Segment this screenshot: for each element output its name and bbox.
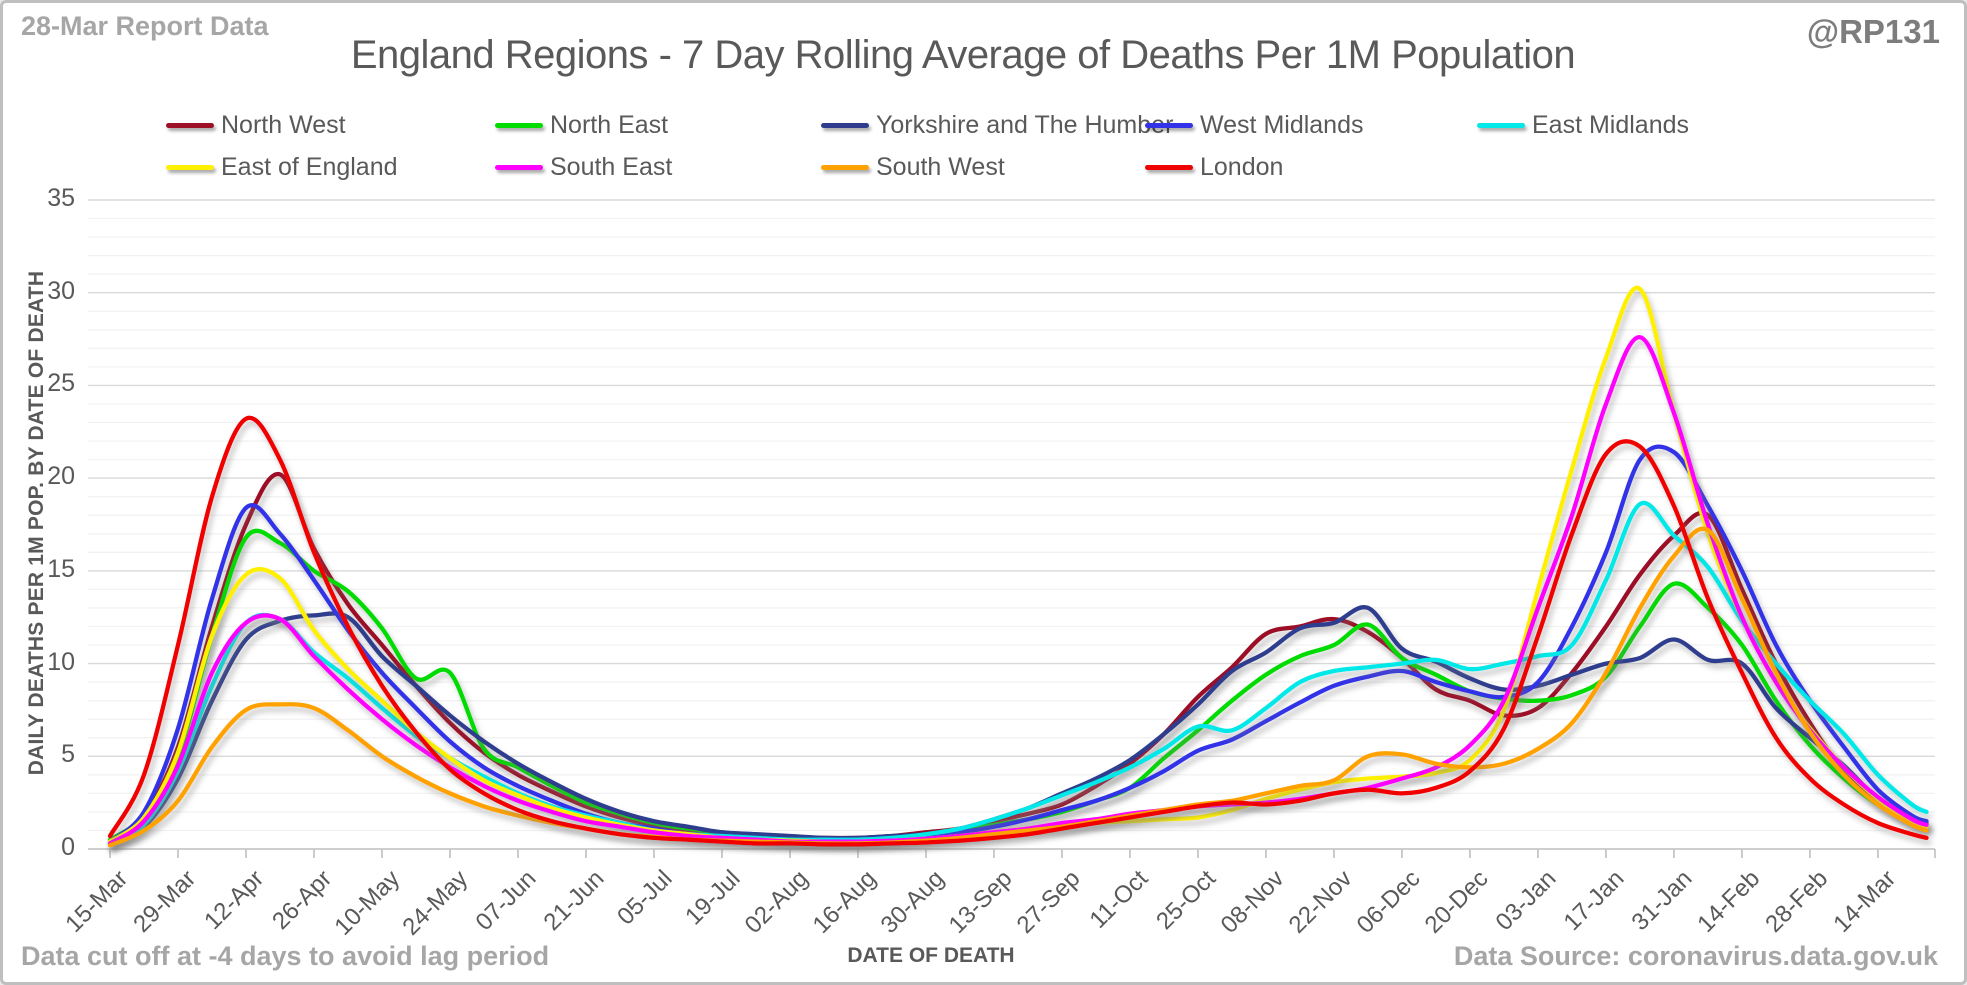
legend-label: North East [550, 110, 669, 139]
legend-item-london: London [1145, 153, 1283, 181]
series-line-west-midlands [107, 444, 1929, 844]
y-tick-label: 35 [47, 184, 75, 212]
legend-item-south-west: South West [821, 153, 1005, 181]
legend-label: South West [876, 152, 1005, 181]
legend-line-swatch [1477, 122, 1525, 128]
legend-item-yorkshire-and-the-humber: Yorkshire and The Humber [821, 111, 1173, 139]
legend-line-swatch [821, 164, 869, 170]
legend-label: London [1200, 152, 1284, 181]
footer-note-source: Data Source: coronavirus.data.gov.uk [1453, 941, 1938, 971]
legend-line-swatch [1145, 164, 1193, 170]
legend-label: East of England [221, 152, 398, 181]
legend-line-swatch [166, 122, 214, 128]
series-line-london [107, 415, 1929, 847]
y-tick-label: 25 [47, 369, 75, 398]
legend-item-east-midlands: East Midlands [1477, 111, 1689, 139]
author-watermark: @RP131 [1806, 13, 1940, 50]
legend-label: East Midlands [1532, 110, 1690, 139]
legend-item-south-east: South East [495, 153, 672, 181]
legend-item-north-east: North East [495, 111, 668, 139]
chart-title: England Regions - 7 Day Rolling Average … [350, 33, 1576, 77]
y-tick-label: 10 [47, 647, 75, 676]
series-line-east-midlands [107, 500, 1929, 846]
legend-item-north-west: North West [166, 111, 346, 139]
legend-item-west-midlands: West Midlands [1145, 111, 1364, 139]
series-line-north-west [107, 472, 1929, 844]
y-tick-label: 20 [47, 462, 75, 491]
legend-line-swatch [495, 164, 543, 170]
legend-line-swatch [166, 164, 214, 170]
y-tick-label: 30 [47, 276, 75, 305]
legend-label: South East [550, 152, 673, 181]
legend-label: Yorkshire and The Humber [876, 110, 1174, 139]
legend-line-swatch [1145, 122, 1193, 128]
legend-label: West Midlands [1200, 110, 1364, 139]
series-lines [107, 285, 1929, 848]
legend-label: North West [221, 110, 346, 139]
x-axis [88, 848, 1936, 858]
series-line-south-east [107, 335, 1929, 846]
report-date-label: 28-Mar Report Data [21, 11, 269, 41]
y-tick-label: 0 [61, 833, 75, 861]
footer-note-cutoff: Data cut off at -4 days to avoid lag per… [21, 941, 550, 971]
series-line-south-west [107, 526, 1929, 848]
plot-area [88, 199, 1936, 858]
y-tick-label: 15 [47, 554, 75, 583]
x-axis-title: DATE OF DEATH [847, 944, 1015, 967]
y-tick-label: 5 [61, 740, 75, 769]
legend-line-swatch [495, 122, 543, 128]
legend-item-east-of-england: East of England [166, 153, 398, 181]
legend-line-swatch [821, 122, 869, 128]
